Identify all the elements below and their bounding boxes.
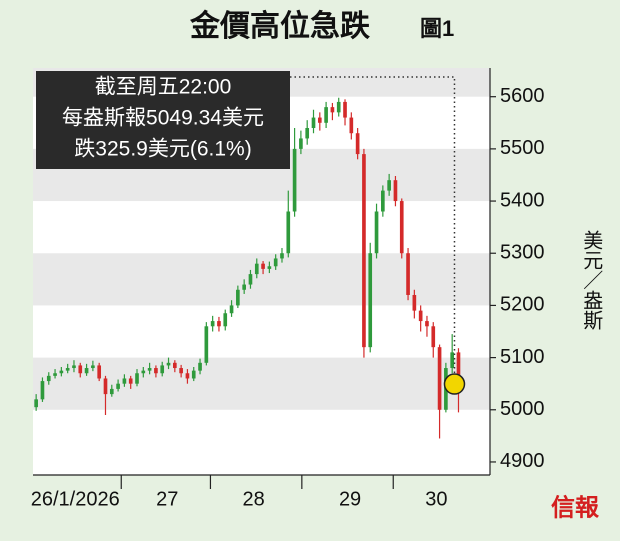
- candle-body: [217, 321, 221, 327]
- candle-body: [160, 365, 165, 374]
- candle-body: [425, 321, 429, 327]
- x-tick-label: 29: [339, 488, 361, 510]
- y-tick-label: 5100: [500, 346, 545, 368]
- candle-body: [103, 378, 108, 395]
- candle-body: [317, 117, 322, 123]
- candle-body: [135, 373, 139, 384]
- candle-body: [72, 365, 76, 369]
- y-axis-label: 美元／盎斯: [580, 230, 603, 330]
- candle-body: [399, 201, 404, 254]
- candle-body: [154, 368, 158, 374]
- candle-body: [128, 378, 133, 384]
- candle-body: [97, 365, 102, 379]
- x-tick-label: 26/1/2026: [31, 488, 120, 510]
- y-tick-label: 5200: [500, 294, 545, 316]
- candle-body: [280, 253, 284, 259]
- candle-body: [172, 362, 177, 369]
- candle-body: [191, 370, 196, 379]
- candle-body: [362, 154, 366, 348]
- grid-band: [33, 253, 490, 306]
- last-price-marker: [443, 373, 466, 395]
- candle-body: [374, 211, 379, 254]
- annotation-text: 每盎斯報5049.34美元: [62, 107, 264, 130]
- candle-body: [324, 107, 328, 123]
- candle-body: [406, 253, 410, 295]
- candle-body: [46, 375, 51, 382]
- candle-body: [204, 326, 209, 363]
- candle-body: [393, 180, 398, 202]
- candle-body: [381, 190, 385, 212]
- y-tick-label: 4900: [500, 450, 545, 472]
- candle-body: [418, 310, 423, 322]
- y-tick-label: 5600: [500, 85, 545, 107]
- x-tick-label: 28: [242, 488, 264, 510]
- candle-body: [91, 365, 95, 369]
- candle-body: [450, 352, 455, 369]
- candle-body: [273, 258, 278, 267]
- candle-body: [223, 313, 228, 327]
- candle-body: [349, 117, 354, 134]
- candle-body: [330, 107, 335, 113]
- annotation-text: 跌325.9美元(6.1%): [74, 138, 251, 161]
- y-tick-label: 5000: [500, 398, 545, 420]
- candle-body: [254, 263, 259, 275]
- candle-body: [242, 284, 246, 290]
- x-tick-label: 27: [156, 488, 178, 510]
- candle-body: [305, 128, 310, 139]
- candle-body: [236, 289, 240, 306]
- candle-body: [53, 373, 57, 376]
- candle-body: [299, 138, 303, 149]
- candle-body: [198, 362, 202, 371]
- leader-line: [290, 76, 456, 375]
- candle-body: [109, 388, 114, 395]
- candle-body: [387, 180, 391, 191]
- candle-body: [286, 211, 291, 254]
- annotation-text: 截至周五22:00: [95, 76, 232, 99]
- candle-body: [229, 305, 234, 314]
- candle-body: [166, 362, 171, 366]
- candle-body: [311, 117, 316, 129]
- candle-body: [185, 373, 190, 379]
- candle-body: [412, 294, 417, 311]
- candle-body: [116, 383, 120, 389]
- annotation-box: [36, 71, 290, 169]
- candle-body: [65, 368, 70, 371]
- candle-body: [368, 253, 373, 348]
- candle-body: [179, 368, 183, 374]
- candle-body: [292, 148, 297, 212]
- candle-body: [343, 101, 347, 118]
- candle-body: [336, 101, 341, 113]
- candle-body: [355, 133, 360, 155]
- y-tick-label: 5300: [500, 242, 545, 264]
- candle-body: [59, 370, 64, 374]
- candle-body: [267, 266, 272, 269]
- candle-body: [147, 368, 152, 371]
- y-tick-label: 5400: [500, 189, 545, 211]
- candle-body: [122, 378, 127, 384]
- candle-body: [456, 352, 461, 385]
- chart-subtitle: 圖1: [420, 16, 454, 41]
- candle-body: [248, 274, 253, 285]
- candle-body: [40, 381, 45, 400]
- candle-body: [34, 399, 38, 408]
- source-logo: 信報: [551, 494, 600, 522]
- plot-area: 4900 5000 5100 5200 5300 5400 5500 5600 26/1/202…: [31, 68, 545, 510]
- candle-body: [261, 263, 265, 269]
- grid-band: [33, 357, 490, 410]
- y-tick-label: 5500: [500, 137, 545, 159]
- candle-body: [210, 321, 215, 327]
- candle-body: [437, 347, 442, 410]
- chart-title: 金價高位急跌: [189, 9, 370, 43]
- candle-body: [78, 365, 83, 374]
- candle-body: [141, 370, 146, 374]
- candle-body: [431, 326, 436, 348]
- x-tick-label: 30: [425, 488, 447, 510]
- candle-body: [84, 368, 89, 374]
